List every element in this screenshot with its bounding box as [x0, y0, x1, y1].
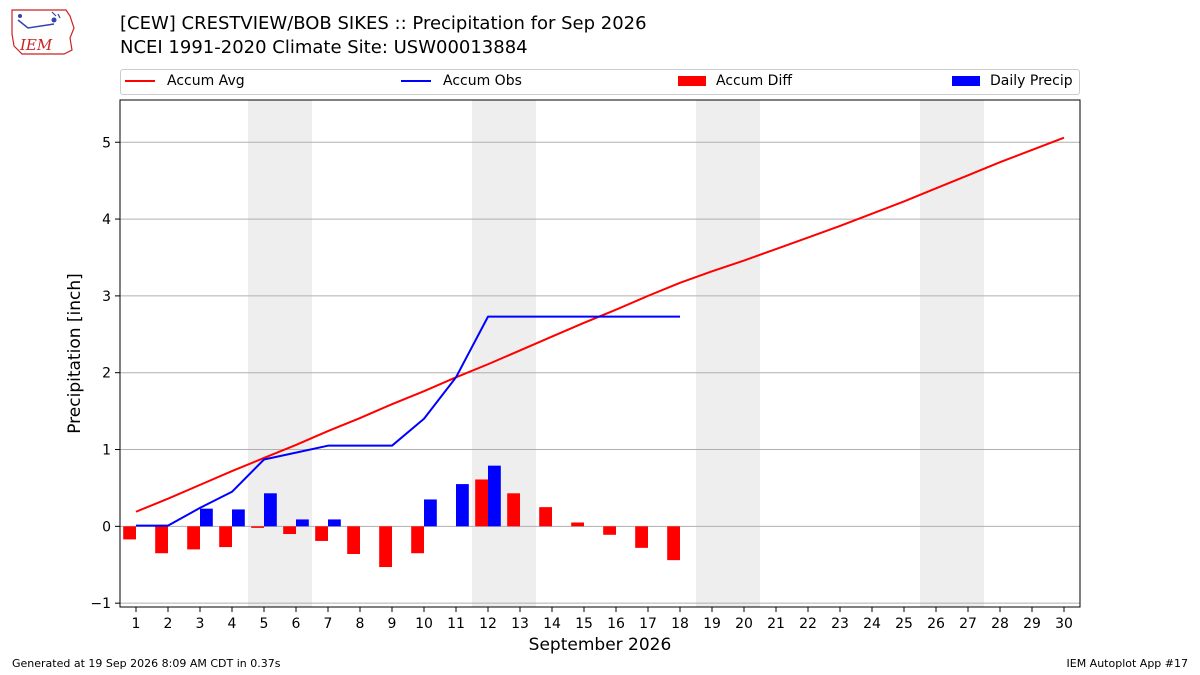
daily-precip-bar: [232, 509, 245, 527]
accum-diff-bar: [251, 526, 264, 528]
legend-swatch: [125, 80, 155, 82]
daily-precip-bar: [296, 519, 309, 527]
x-tick-label: 24: [863, 616, 881, 632]
accum-diff-bar: [507, 493, 520, 527]
weekend-shade: [920, 100, 984, 607]
legend-item-accum-diff: Accum Diff: [678, 73, 792, 89]
accum-diff-bar: [315, 526, 328, 541]
x-tick-label: 21: [767, 616, 785, 632]
x-tick-label: 7: [324, 616, 333, 632]
accum-diff-bar: [635, 526, 648, 548]
x-tick-label: 22: [799, 616, 817, 632]
accum-obs-line: [136, 315, 680, 527]
app-note: IEM Autoplot App #17: [1066, 657, 1189, 670]
x-tick-label: 2: [164, 616, 173, 632]
x-tick-label: 11: [447, 616, 465, 632]
weekend-shade: [248, 100, 312, 607]
y-tick-label: 4: [102, 212, 111, 228]
daily-precip-bar: [328, 519, 341, 527]
legend-item-accum-obs: Accum Obs: [401, 73, 522, 89]
x-tick-label: 8: [356, 616, 365, 632]
y-tick-label: 2: [102, 366, 111, 382]
accum-diff-bar: [283, 526, 296, 535]
legend-label: Accum Obs: [443, 73, 522, 89]
daily-precip-bar: [424, 499, 437, 527]
iem-logo: IEM: [11, 9, 75, 55]
legend-label: Accum Diff: [716, 73, 793, 89]
accum-diff-bar: [475, 479, 488, 527]
x-tick-label: 28: [991, 616, 1009, 632]
legend-swatch: [678, 76, 706, 86]
accum-diff-bar: [379, 526, 392, 568]
weekend-shade: [696, 100, 760, 607]
x-tick-label: 15: [575, 616, 593, 632]
x-tick-label: 9: [388, 616, 397, 632]
accum-diff-bar: [539, 507, 552, 527]
x-tick-label: 23: [831, 616, 849, 632]
x-tick-label: 19: [703, 616, 721, 632]
weekend-shade: [472, 100, 536, 607]
x-tick-label: 10: [415, 616, 433, 632]
accum-diff-bar: [219, 526, 232, 548]
accum-diff-bar: [603, 526, 616, 535]
daily-precip-bar: [456, 484, 469, 527]
accum-diff-bar: [155, 526, 168, 554]
accum-diff-bar: [571, 522, 584, 527]
x-tick-label: 1: [132, 616, 141, 632]
accum-diff-bar: [123, 526, 136, 540]
x-tick-label: 13: [511, 616, 529, 632]
legend-swatch: [952, 76, 980, 86]
x-tick-label: 12: [479, 616, 497, 632]
x-tick-label: 4: [228, 616, 237, 632]
y-tick-label: 0: [102, 519, 111, 535]
x-tick-label: 25: [895, 616, 913, 632]
legend-swatch: [401, 80, 431, 82]
accum-diff-bar: [187, 526, 200, 550]
chart-subtitle: NCEI 1991-2020 Climate Site: USW00013884: [120, 37, 528, 58]
x-tick-label: 20: [735, 616, 753, 632]
generated-note: Generated at 19 Sep 2026 8:09 AM CDT in …: [12, 657, 281, 670]
x-tick-label: 26: [927, 616, 945, 632]
legend-item-daily-precip: Daily Precip: [952, 73, 1073, 89]
x-tick-label: 14: [543, 616, 561, 632]
y-tick-label: 5: [102, 135, 111, 151]
x-tick-label: 5: [260, 616, 269, 632]
x-tick-label: 29: [1023, 616, 1041, 632]
accum-diff-bar: [667, 526, 680, 561]
y-tick-label: 1: [102, 443, 111, 459]
x-tick-label: 6: [292, 616, 301, 632]
x-tick-label: 30: [1055, 616, 1073, 632]
x-axis-label: September 2026: [529, 635, 672, 655]
logo-text: IEM: [19, 36, 53, 54]
daily-precip-bar: [488, 465, 501, 527]
daily-precip-bar: [264, 493, 277, 527]
y-tick-label: −1: [90, 596, 111, 612]
x-tick-label: 3: [196, 616, 205, 632]
accum-diff-bar: [411, 526, 424, 554]
legend-item-accum-avg: Accum Avg: [125, 73, 245, 89]
accum-diff-bar: [347, 526, 360, 554]
x-tick-label: 18: [671, 616, 689, 632]
legend-label: Daily Precip: [990, 73, 1073, 89]
legend: Accum Avg Accum Obs Accum Diff Daily Pre…: [120, 69, 1080, 95]
x-tick-label: 27: [959, 616, 977, 632]
x-tick-label: 16: [607, 616, 625, 632]
y-axis-label: Precipitation [inch]: [65, 273, 85, 434]
x-tick-label: 17: [639, 616, 657, 632]
y-tick-label: 3: [102, 289, 111, 305]
chart-title: [CEW] CRESTVIEW/BOB SIKES :: Precipitati…: [120, 13, 647, 34]
plot-frame: [119, 99, 1081, 608]
daily-precip-bar: [200, 508, 213, 527]
legend-label: Accum Avg: [167, 73, 245, 89]
